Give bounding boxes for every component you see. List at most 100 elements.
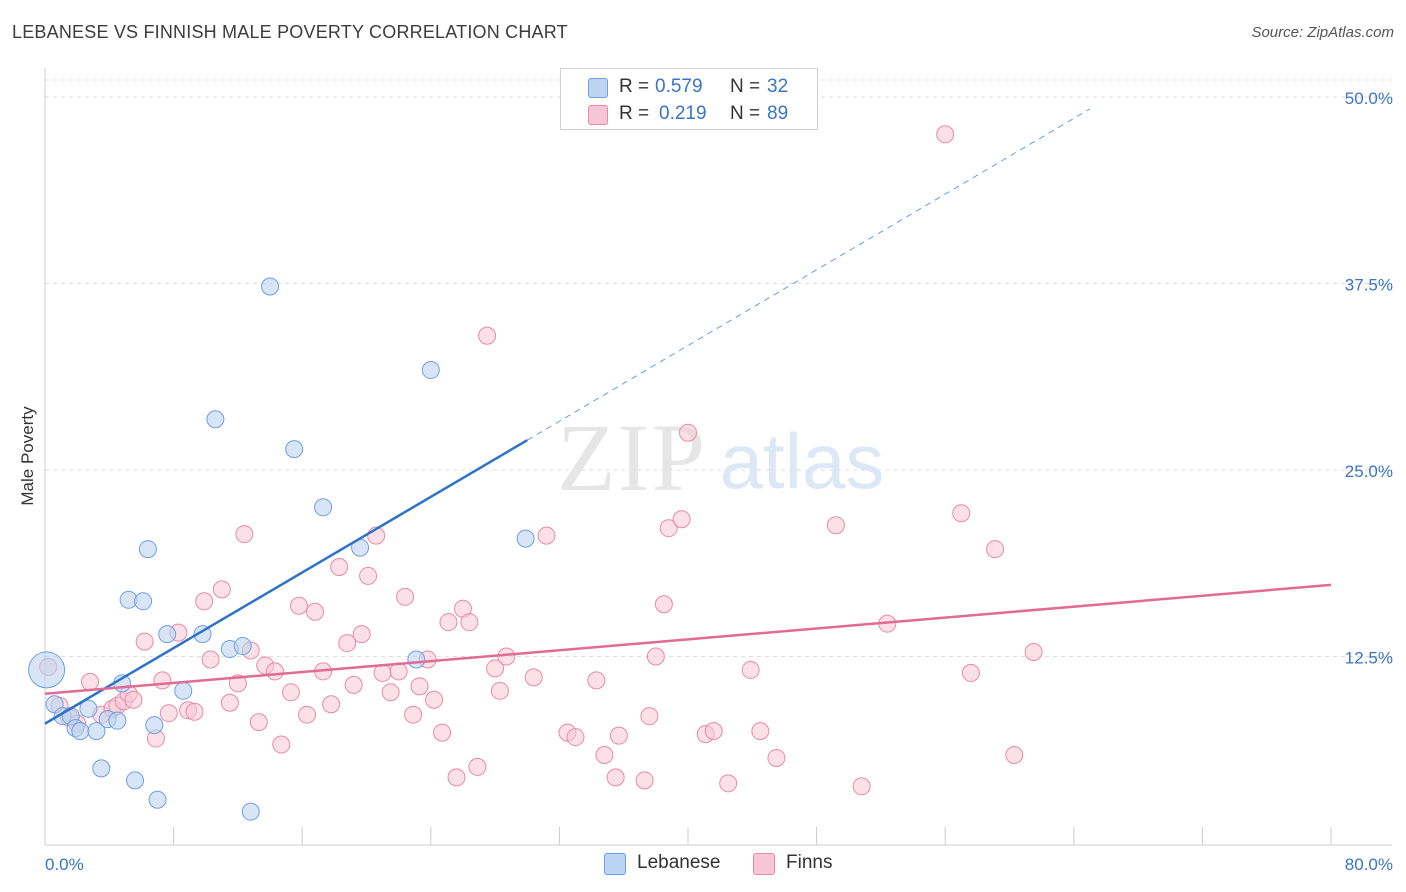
finns-trend-line: [44, 583, 1332, 696]
finns-swatch: [588, 105, 608, 125]
legend-n-value: 32: [767, 76, 789, 97]
lebanese-point: [79, 699, 98, 718]
lebanese-point: [145, 716, 164, 735]
lebanese-point: [261, 277, 280, 296]
finns-point: [679, 423, 697, 442]
lebanese-point: [241, 802, 260, 821]
lebanese-point: [148, 790, 167, 809]
finns-point: [322, 695, 341, 714]
finns-point: [235, 525, 254, 544]
finns-point: [537, 526, 556, 545]
lebanese-trend-extension: [526, 108, 1091, 441]
y-tick-label: 25.0%: [1345, 462, 1393, 481]
finns-point: [635, 771, 654, 790]
finns-point: [672, 510, 691, 529]
finns-point: [330, 557, 349, 576]
x-tick-label: 80.0%: [1345, 855, 1393, 874]
lebanese-point: [71, 722, 90, 741]
finns-point: [81, 672, 100, 691]
finns-point: [338, 634, 357, 653]
finns-point: [212, 580, 231, 599]
finns-point: [659, 519, 678, 538]
lebanese-point: [285, 440, 304, 459]
lebanese-point: [134, 592, 153, 611]
finns-point: [486, 659, 505, 678]
legend-n-label: N =: [730, 103, 761, 124]
finns-point: [587, 671, 606, 690]
lebanese-point: [92, 759, 111, 778]
finns-point: [272, 735, 291, 754]
finns-point: [609, 726, 628, 745]
finns-point: [961, 663, 980, 682]
finns-point: [751, 722, 770, 741]
lebanese-swatch: [604, 853, 626, 875]
finns-point: [497, 647, 516, 666]
finns-point: [195, 592, 214, 611]
finns-point: [640, 707, 659, 726]
finns-point: [433, 723, 452, 742]
axes: [44, 68, 1392, 846]
trend-lines: [44, 108, 1332, 725]
finns-point: [986, 540, 1005, 559]
finns-point: [289, 596, 308, 615]
source-label: Source: ZipAtlas.com: [1251, 24, 1394, 41]
watermark: ZIP atlas: [557, 404, 884, 511]
finns-point: [265, 662, 284, 681]
lebanese-point: [407, 650, 426, 669]
lebanese-point: [28, 651, 66, 689]
finns-point: [425, 690, 444, 709]
finns-point: [1024, 643, 1043, 662]
finns-point: [654, 595, 673, 614]
lebanese-points: [28, 277, 535, 821]
tick-labels: 12.5% 25.0% 37.5% 50.0% 0.0% 80.0%: [45, 89, 1393, 874]
finns-point: [936, 125, 955, 144]
finns-point: [404, 705, 423, 724]
legend-r-label: R =: [619, 76, 650, 97]
correlation-legend: R = 0.579 N = 32 R = 0.219 N = 89: [560, 68, 818, 130]
finns-point: [852, 777, 871, 796]
finns-point: [478, 326, 497, 345]
legend-n-value: 89: [767, 103, 789, 124]
finns-point: [468, 757, 487, 776]
finns-point: [826, 516, 845, 535]
finns-point: [439, 613, 458, 632]
y-axis-label: Male Poverty: [18, 406, 37, 506]
lebanese-point: [516, 529, 535, 548]
finns-swatch: [753, 853, 775, 875]
lebanese-point: [108, 711, 127, 730]
finns-point: [646, 647, 665, 666]
bottom-legend-label: Lebanese: [637, 852, 721, 873]
lebanese-swatch: [588, 78, 608, 98]
finns-point: [1005, 745, 1024, 764]
lebanese-point: [233, 637, 252, 656]
finns-point: [524, 668, 543, 687]
finns-point: [220, 693, 239, 712]
finns-point: [298, 705, 317, 724]
finns-point: [741, 660, 760, 679]
grid-lines: [45, 79, 1392, 657]
y-tick-label: 37.5%: [1345, 276, 1393, 295]
bottom-legend-label: Finns: [786, 852, 833, 873]
chart-title: LEBANESE VS FINNISH MALE POVERTY CORRELA…: [12, 22, 568, 42]
finns-point: [249, 713, 268, 732]
y-tick-label: 12.5%: [1345, 649, 1393, 668]
finns-point: [566, 728, 585, 747]
legend-n-label: N =: [730, 76, 761, 97]
lebanese-point: [158, 625, 177, 644]
y-tick-label: 50.0%: [1345, 89, 1393, 108]
lebanese-point: [87, 722, 106, 741]
finns-point: [704, 722, 723, 741]
finns-point: [344, 675, 363, 694]
finns-point: [201, 650, 220, 669]
finns-point: [606, 768, 625, 787]
watermark-atlas: atlas: [720, 417, 885, 505]
lebanese-point: [138, 540, 157, 559]
finns-point: [306, 602, 325, 621]
finns-point: [352, 625, 371, 644]
finns-point: [447, 768, 466, 787]
legend-r-value: 0.219: [659, 103, 707, 124]
finns-point: [135, 632, 154, 651]
lebanese-point: [174, 681, 193, 700]
x-tick-label: 0.0%: [45, 855, 84, 874]
